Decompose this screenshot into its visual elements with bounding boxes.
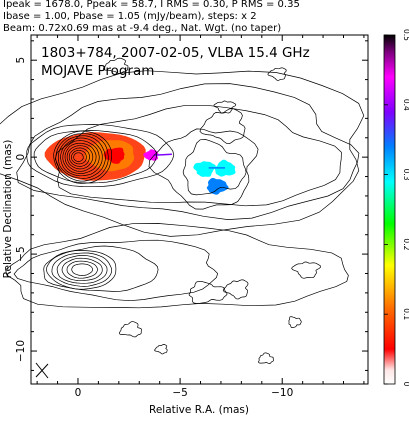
- contour-line: [148, 128, 259, 210]
- contour-island: [118, 321, 142, 338]
- core-contour: [56, 255, 108, 284]
- contour-line: [13, 239, 218, 302]
- core-contour: [57, 135, 106, 179]
- contour-line: [33, 130, 157, 184]
- x-tick-label: 0: [75, 387, 82, 399]
- core-contour: [53, 130, 113, 184]
- core-contour: [61, 257, 103, 282]
- chart-title: 1803+784, 2007-02-05, VLBA 15.4 GHz: [41, 45, 310, 61]
- chart-subtitle: MOJAVE Program: [41, 63, 154, 79]
- colorbar-tick-label: 0.3: [402, 169, 409, 181]
- pol-region: [143, 149, 159, 161]
- contour-layer: [0, 57, 365, 364]
- x-tick-label: −5: [172, 387, 187, 399]
- core-contour: [70, 149, 87, 165]
- core-contour: [66, 260, 98, 279]
- colorbar-tick-label: 0.5: [402, 29, 409, 41]
- core-contour: [62, 140, 100, 174]
- x-tick-label: −10: [271, 387, 293, 399]
- core-contour: [60, 137, 103, 177]
- colorbar: 0 0.1 0.2 0.3 0.4 0.5: [383, 29, 409, 387]
- contour-line: [26, 124, 175, 188]
- contour-island: [154, 344, 168, 355]
- beam-symbol: [35, 362, 49, 379]
- contour-island: [258, 352, 274, 364]
- polarization-layer: [44, 132, 236, 195]
- core-contour: [73, 152, 84, 162]
- pol-region: [103, 147, 125, 164]
- pol-region: [206, 177, 229, 195]
- plot-frame: [30, 34, 369, 385]
- contour-line: [222, 279, 249, 300]
- contour-outer: [5, 223, 349, 309]
- core-contour: [46, 250, 117, 290]
- contour-island: [288, 316, 302, 328]
- y-tick-label: 5: [15, 57, 27, 64]
- core-contour: [66, 145, 94, 170]
- axis-ticks: 0 −5 −10 5 0 −5 −10: [15, 35, 368, 399]
- y-tick-label: 0: [15, 154, 27, 161]
- core-contour: [64, 142, 97, 172]
- contour-line: [16, 83, 360, 220]
- colorbar-tick-label: 0: [402, 382, 409, 387]
- contour-line: [182, 139, 247, 196]
- core-contour: [55, 133, 109, 182]
- core-contour: [71, 263, 93, 276]
- header-line-2: Ibase = 1.00, Pbase = 1.05 (mJy/beam), s…: [3, 11, 257, 22]
- y-tick-label: −5: [15, 246, 27, 261]
- y-tick-label: −10: [15, 340, 27, 362]
- colorbar-tick-label: 0.1: [402, 308, 409, 320]
- header-line-1: Ipeak = 1678.0, Ppeak = 58.7, I RMS = 0.…: [3, 0, 300, 10]
- header-line-3: Beam: 0.72x0.69 mas at -9.4 deg., Nat. W…: [3, 23, 281, 34]
- core-contour: [68, 147, 90, 167]
- contour-outer: [0, 70, 365, 237]
- pol-region: [214, 159, 236, 177]
- contour-island: [291, 261, 321, 279]
- contour-island: [213, 100, 237, 114]
- colorbar-tick-label: 0.4: [402, 99, 409, 111]
- y-axis-label: Relative Declination (mas): [2, 140, 14, 279]
- colorbar-tick-label: 0.2: [402, 238, 409, 250]
- contour-line: [54, 104, 342, 207]
- contour-line: [199, 108, 246, 144]
- contour-island: [103, 57, 129, 74]
- pol-region: [193, 161, 216, 177]
- contour-island: [267, 67, 287, 81]
- colorbar-scale: [383, 34, 396, 385]
- x-axis-label: Relative R.A. (mas): [149, 404, 249, 416]
- core-contour: [51, 252, 113, 287]
